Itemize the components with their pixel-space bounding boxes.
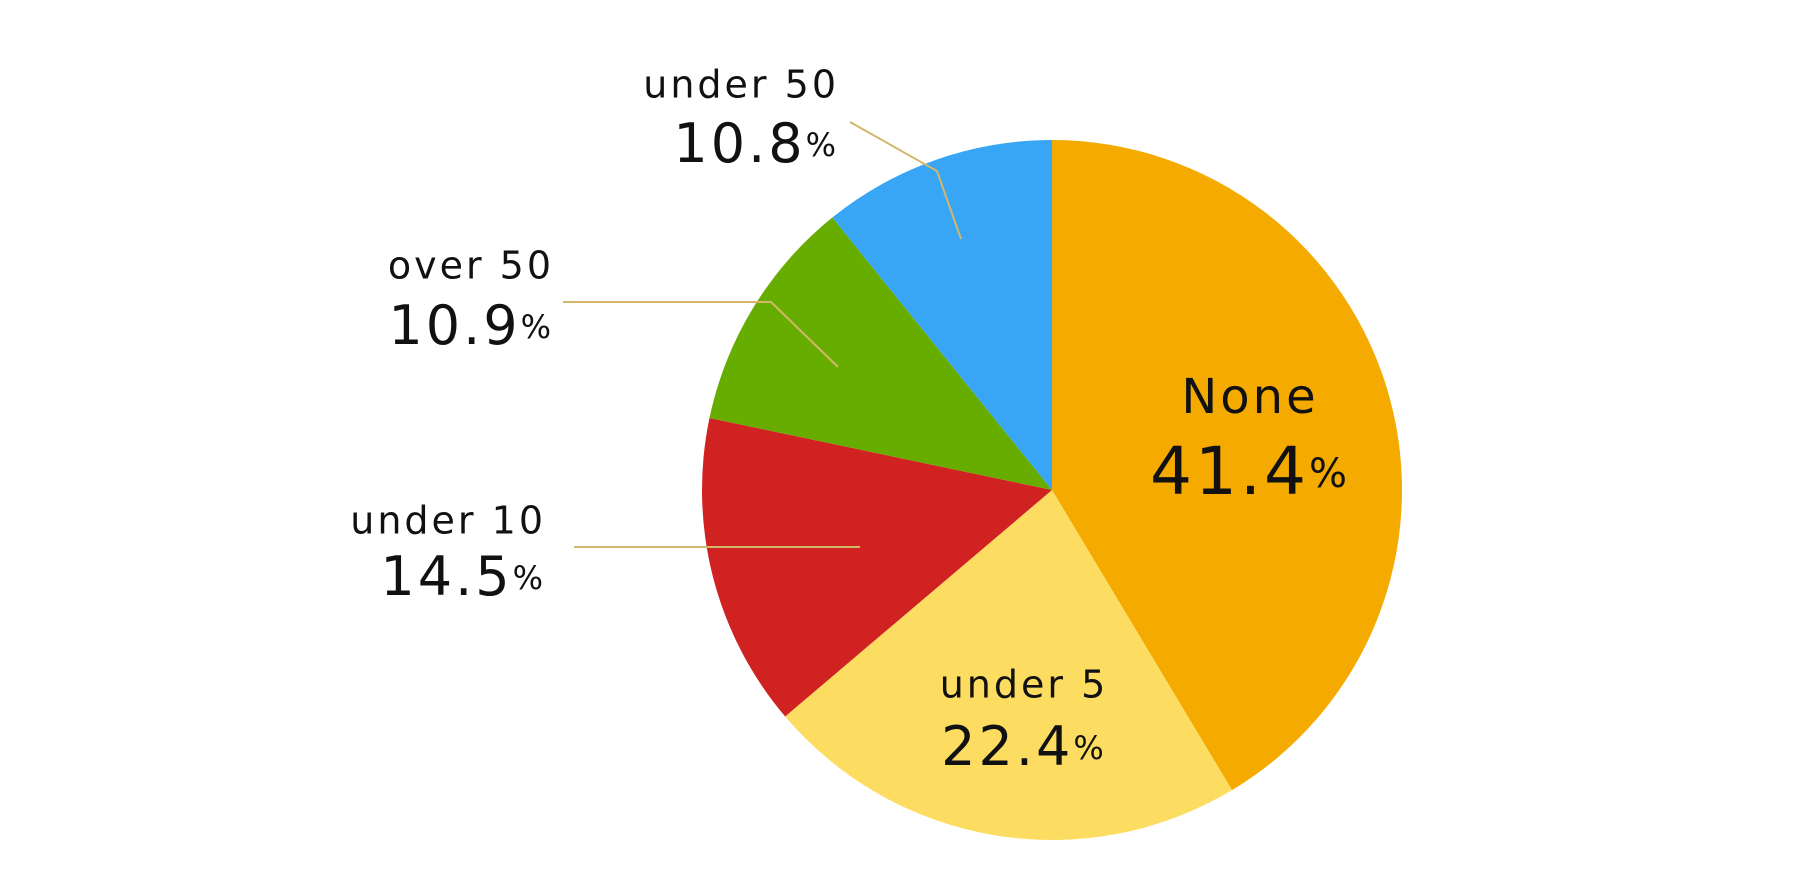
value-label: 10.9% [388, 294, 554, 357]
slice-label: over 50 [388, 244, 554, 288]
value-label: 10.8% [673, 112, 839, 175]
value-label: 41.4% [1150, 433, 1350, 510]
pie-slice [709, 217, 1052, 490]
pie-slice [785, 490, 1233, 840]
value-label: 22.4% [941, 715, 1107, 778]
slice-label: None [1181, 369, 1318, 425]
leader-line [849, 121, 962, 240]
leader-line [563, 301, 839, 368]
pie-slice [832, 140, 1052, 490]
slice-label: under 50 [643, 63, 839, 107]
slice-label: under 5 [940, 663, 1109, 707]
pie-slice [1052, 140, 1402, 791]
pie-slice [702, 417, 1052, 717]
value-label: 14.5% [380, 545, 546, 608]
slice-label: under 10 [350, 499, 546, 543]
